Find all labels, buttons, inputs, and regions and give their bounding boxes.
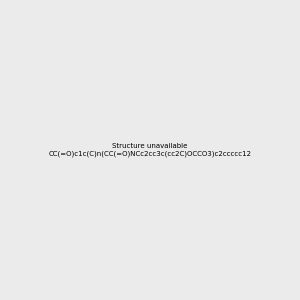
Text: Structure unavailable
CC(=O)c1c(C)n(CC(=O)NCc2cc3c(cc2C)OCCO3)c2ccccc12: Structure unavailable CC(=O)c1c(C)n(CC(=… <box>49 143 251 157</box>
